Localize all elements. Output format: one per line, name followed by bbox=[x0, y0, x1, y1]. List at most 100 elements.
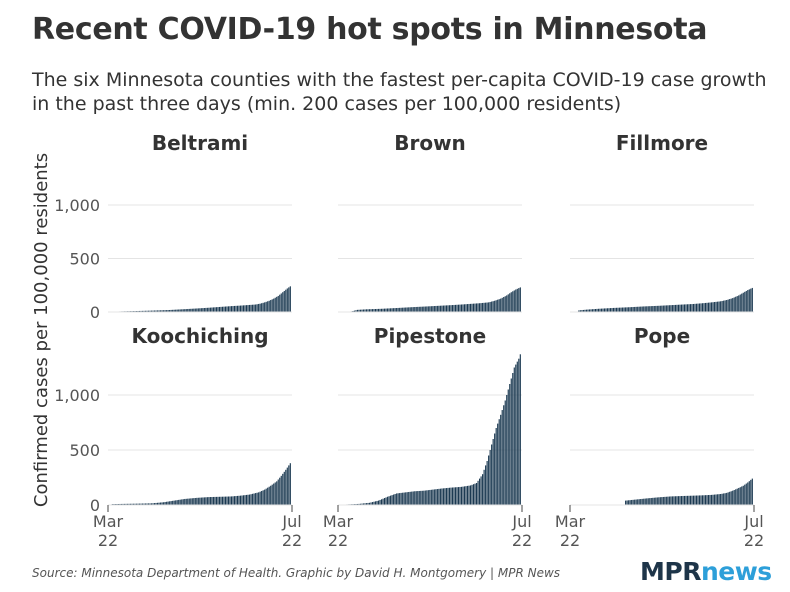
bar bbox=[233, 305, 236, 312]
bar bbox=[190, 308, 192, 312]
x-tick-label-month: Jul bbox=[511, 512, 531, 531]
bar bbox=[665, 305, 667, 312]
bar bbox=[579, 310, 581, 312]
bar bbox=[436, 305, 438, 312]
bar bbox=[708, 495, 710, 505]
bar bbox=[711, 302, 713, 312]
bar bbox=[355, 310, 357, 312]
bar bbox=[724, 493, 726, 505]
bar bbox=[640, 499, 642, 505]
bar bbox=[628, 500, 630, 505]
bar bbox=[268, 300, 270, 312]
x-tick-label-day: 22 bbox=[560, 531, 580, 550]
bar bbox=[649, 306, 651, 312]
bar bbox=[215, 496, 217, 505]
bar bbox=[279, 477, 281, 505]
bar bbox=[504, 296, 506, 312]
bar bbox=[399, 493, 401, 505]
bar bbox=[447, 487, 449, 505]
bar bbox=[399, 307, 401, 312]
bar bbox=[730, 298, 732, 312]
bar bbox=[745, 483, 747, 505]
bar bbox=[662, 305, 664, 312]
bar bbox=[173, 309, 175, 312]
x-tick-label-month: Mar bbox=[93, 512, 124, 531]
bar bbox=[720, 494, 722, 505]
bar bbox=[591, 309, 594, 312]
bar bbox=[695, 495, 698, 505]
bar bbox=[497, 423, 499, 505]
bar bbox=[510, 378, 512, 505]
bar bbox=[489, 450, 491, 505]
bar bbox=[191, 308, 193, 312]
bar bbox=[179, 309, 181, 312]
bar bbox=[154, 310, 156, 312]
bar bbox=[271, 299, 273, 312]
bar bbox=[412, 307, 414, 312]
bar bbox=[196, 497, 198, 505]
bar bbox=[738, 295, 740, 312]
bar bbox=[708, 302, 710, 312]
bar bbox=[406, 492, 408, 505]
bar bbox=[498, 299, 500, 312]
bar bbox=[442, 305, 444, 312]
bar bbox=[519, 354, 521, 505]
bar bbox=[585, 309, 587, 312]
bar bbox=[181, 499, 183, 505]
bar bbox=[691, 304, 693, 312]
bar bbox=[209, 497, 211, 505]
bar bbox=[420, 306, 422, 312]
bar bbox=[695, 303, 698, 312]
bar bbox=[212, 496, 214, 505]
bar bbox=[218, 306, 221, 312]
bar bbox=[494, 300, 496, 312]
bar bbox=[466, 485, 469, 505]
mpr-news-logo[interactable]: MPRnews bbox=[640, 557, 772, 586]
bar bbox=[438, 488, 440, 505]
bar bbox=[202, 308, 204, 312]
bar bbox=[271, 484, 273, 505]
bar bbox=[442, 488, 444, 505]
bar bbox=[692, 495, 695, 505]
bar bbox=[256, 492, 258, 505]
bar bbox=[196, 308, 198, 312]
bar bbox=[200, 308, 202, 312]
bar bbox=[402, 307, 404, 312]
bar bbox=[644, 306, 646, 312]
bar bbox=[451, 487, 454, 505]
bar bbox=[432, 306, 434, 312]
bar bbox=[176, 500, 178, 505]
bar bbox=[744, 291, 746, 312]
bar bbox=[463, 486, 466, 505]
x-tick-label-day: 22 bbox=[328, 531, 348, 550]
chart-title: Recent COVID-19 hot spots in Minnesota bbox=[32, 12, 708, 47]
bar bbox=[368, 309, 371, 312]
bar bbox=[193, 498, 195, 505]
bar bbox=[409, 491, 411, 505]
y-axis-label: Confirmed cases per 100,000 residents bbox=[31, 153, 52, 507]
bar bbox=[390, 495, 392, 505]
bar bbox=[286, 467, 288, 505]
bar bbox=[227, 496, 230, 505]
bar bbox=[206, 307, 208, 312]
bar bbox=[617, 307, 619, 312]
x-tick-label-month: Jul bbox=[743, 512, 763, 531]
bar bbox=[483, 302, 485, 312]
bar bbox=[626, 500, 628, 505]
bar bbox=[667, 496, 669, 505]
bar bbox=[122, 503, 124, 505]
bar bbox=[448, 487, 451, 505]
bar bbox=[706, 302, 708, 312]
bar bbox=[712, 302, 714, 312]
bar bbox=[456, 487, 458, 505]
bar bbox=[197, 497, 199, 505]
x-tick-label-day: 22 bbox=[744, 531, 764, 550]
bar bbox=[417, 306, 419, 312]
bar bbox=[512, 291, 514, 312]
bar bbox=[226, 306, 228, 312]
bar bbox=[424, 306, 426, 312]
bar bbox=[611, 308, 613, 312]
bar bbox=[202, 497, 204, 505]
bar bbox=[141, 503, 144, 505]
